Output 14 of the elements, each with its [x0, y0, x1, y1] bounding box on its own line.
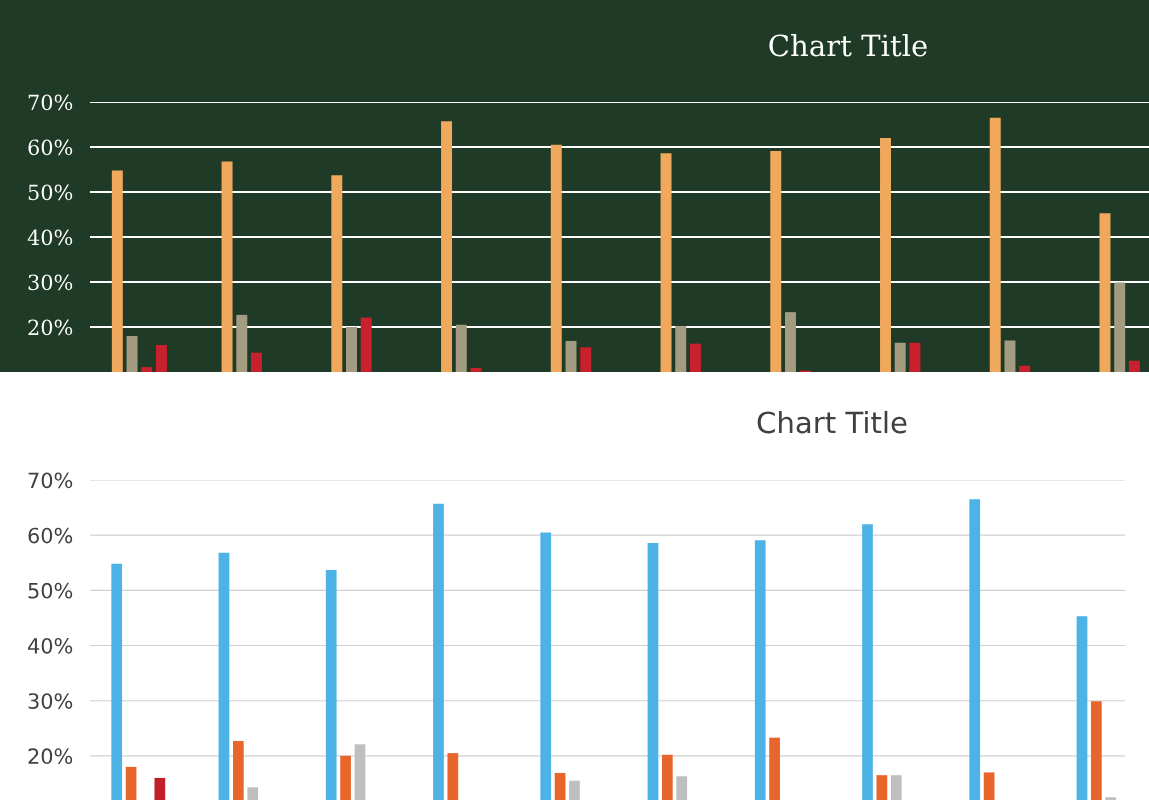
- y-tick-label: 40%: [27, 229, 73, 246]
- chart-title: Chart Title: [769, 33, 927, 57]
- y-tick-label: 30%: [28, 274, 73, 291]
- y-tick-label: 20%: [28, 319, 73, 336]
- y-tick-label: 50%: [28, 582, 73, 599]
- y-tick-label: 40%: [28, 637, 73, 654]
- y-tick-label: 70%: [28, 94, 73, 111]
- y-tick-label: 60%: [28, 139, 73, 156]
- y-tick-label: 60%: [28, 527, 73, 544]
- y-tick-label: 30%: [28, 693, 73, 709]
- y-tick-label: 50%: [28, 184, 73, 201]
- y-tick-label: 70%: [28, 472, 73, 489]
- chart-title: Chart Title: [757, 410, 907, 434]
- y-tick-label: 20%: [28, 748, 73, 765]
